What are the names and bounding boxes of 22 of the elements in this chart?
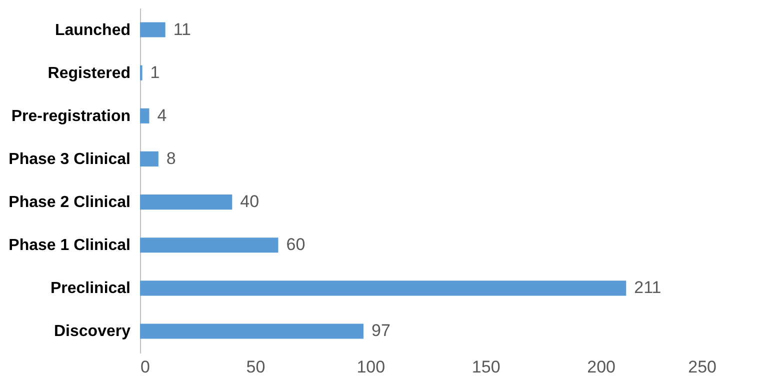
y-tick-label: Phase 1 Clinical <box>8 237 130 254</box>
y-tick-label: Registered <box>48 64 130 82</box>
x-tick-label: 50 <box>246 358 266 376</box>
data-label: 40 <box>240 192 260 212</box>
data-label: 8 <box>166 148 176 168</box>
data-label: 4 <box>157 106 167 125</box>
data-label: 1 <box>150 62 160 82</box>
y-tick-label: Pre-registration <box>11 108 130 125</box>
data-label: 97 <box>371 321 390 340</box>
x-tick-label: 100 <box>356 358 386 376</box>
data-label: 11 <box>173 20 191 39</box>
y-tick-label: Phase 3 Clinical <box>8 150 130 168</box>
y-tick-label: Preclinical <box>50 280 130 298</box>
y-tick-label: Discovery <box>54 323 131 340</box>
x-tick-label: 150 <box>472 358 500 376</box>
x-tick-label: 0 <box>140 358 150 376</box>
y-tick-label: Launched <box>54 22 130 39</box>
data-label: 60 <box>286 235 306 254</box>
data-label: 211 <box>634 278 662 298</box>
x-tick-label: 200 <box>587 358 616 376</box>
x-tick-label: 250 <box>688 358 716 376</box>
y-tick-label: Phase 2 Clinical <box>8 194 130 212</box>
